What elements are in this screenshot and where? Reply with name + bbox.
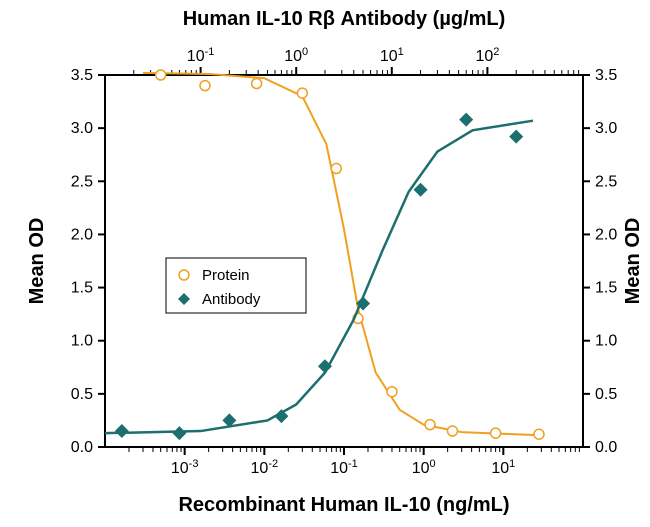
ytick-label-left: 1.5 xyxy=(71,280,93,297)
ytick-label-right: 3.5 xyxy=(595,67,617,84)
ytick-label-right: 0.0 xyxy=(595,439,617,456)
series-point-0 xyxy=(491,428,501,438)
legend-marker xyxy=(179,270,189,280)
ytick-label-left: 3.5 xyxy=(71,67,93,84)
ytick-label-right: 1.0 xyxy=(595,333,617,350)
series-point-0 xyxy=(200,81,210,91)
ytick-label-left: 0.5 xyxy=(71,386,93,403)
series-point-0 xyxy=(297,88,307,98)
ytick-label-left: 2.5 xyxy=(71,173,93,190)
dose-response-chart: 0.0 0.5 1.0 1.5 2.0 2.5 3.0 3.5 Mean OD 0.0 0.5 1.0… xyxy=(0,0,650,527)
ytick-label-right: 1.5 xyxy=(595,280,617,297)
y-axis-right-title: Mean OD xyxy=(622,218,644,305)
series-point-0 xyxy=(387,387,397,397)
ytick-label-right: 2.0 xyxy=(595,226,617,243)
ytick-label-left: 1.0 xyxy=(71,333,93,350)
ytick-label-left: 3.0 xyxy=(71,120,93,137)
series-point-0 xyxy=(156,70,166,80)
ytick-label-right: 2.5 xyxy=(595,173,617,190)
ytick-label-right: 3.0 xyxy=(595,120,617,137)
legend-label: Antibody xyxy=(202,291,261,308)
series-point-0 xyxy=(447,426,457,436)
series-point-0 xyxy=(252,79,262,89)
legend-label: Protein xyxy=(202,267,250,284)
x-axis-bottom-title: Recombinant Human IL-10 (ng/mL) xyxy=(178,494,509,516)
series-point-0 xyxy=(425,420,435,430)
ytick-label-left: 0.0 xyxy=(71,439,93,456)
y-axis-left-title: Mean OD xyxy=(26,218,48,305)
ytick-label-right: 0.5 xyxy=(595,386,617,403)
x-axis-top-title: Human IL-10 Rβ Antibody (µg/mL) xyxy=(183,8,506,30)
chart-container: { "chart": { "type": "scatter+line", "wi… xyxy=(0,0,650,527)
series-point-0 xyxy=(534,429,544,439)
series-point-0 xyxy=(331,164,341,174)
ytick-label-left: 2.0 xyxy=(71,226,93,243)
